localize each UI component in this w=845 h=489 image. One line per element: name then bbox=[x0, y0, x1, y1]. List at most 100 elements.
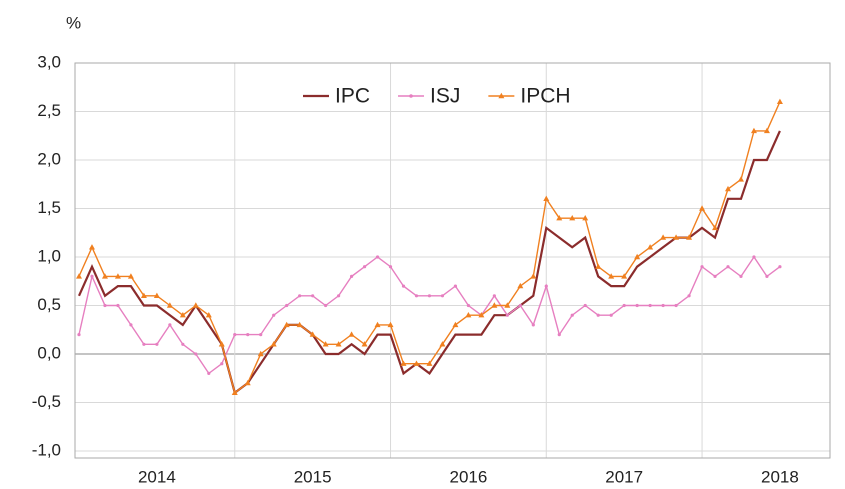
point-marker bbox=[752, 255, 756, 259]
point-marker bbox=[322, 341, 329, 347]
legend: IPC ISJ IPCH bbox=[303, 85, 571, 108]
point-marker bbox=[700, 265, 704, 269]
point-marker bbox=[621, 273, 628, 279]
point-marker bbox=[153, 292, 160, 298]
point-marker bbox=[453, 284, 458, 288]
point-marker bbox=[491, 302, 498, 308]
point-marker bbox=[233, 333, 237, 337]
legend-label: IPC bbox=[335, 85, 370, 108]
y-tick-label: 2,0 bbox=[37, 149, 61, 168]
point-marker bbox=[142, 342, 146, 346]
point-marker bbox=[244, 379, 251, 386]
y-tick-label: -0,5 bbox=[32, 392, 61, 411]
point-marker bbox=[478, 312, 485, 318]
plot-frame bbox=[74, 62, 831, 459]
point-marker bbox=[179, 312, 186, 318]
point-marker bbox=[311, 294, 315, 298]
point-marker bbox=[439, 341, 446, 347]
x-tick-label: 2018 bbox=[761, 467, 799, 486]
point-marker bbox=[763, 127, 770, 134]
y-tick-label: 1,0 bbox=[37, 246, 61, 265]
point-marker bbox=[699, 205, 706, 211]
point-marker bbox=[76, 273, 82, 279]
legend-label: IPCH bbox=[520, 85, 570, 108]
point-marker bbox=[181, 342, 185, 346]
point-marker bbox=[750, 127, 757, 134]
point-marker bbox=[324, 303, 328, 308]
legend-marker bbox=[498, 92, 505, 99]
point-marker bbox=[427, 294, 432, 298]
point-marker bbox=[205, 312, 212, 318]
point-marker bbox=[116, 303, 120, 308]
point-marker bbox=[400, 360, 407, 366]
point-marker bbox=[375, 255, 380, 259]
point-marker bbox=[298, 294, 302, 298]
y-axis-label: % bbox=[66, 13, 81, 32]
x-tick-label: 2015 bbox=[294, 467, 332, 486]
y-tick-label: 0,0 bbox=[37, 343, 61, 362]
x-tick-label: 2016 bbox=[449, 467, 487, 486]
point-marker bbox=[634, 253, 641, 260]
x-tick-label: 2017 bbox=[605, 467, 643, 486]
point-marker bbox=[596, 313, 600, 317]
point-marker bbox=[140, 292, 147, 298]
point-marker bbox=[426, 360, 433, 366]
point-marker bbox=[673, 234, 680, 240]
point-marker bbox=[348, 331, 355, 337]
point-marker bbox=[518, 303, 522, 308]
point-marker bbox=[414, 294, 419, 298]
y-tick-label: 2,5 bbox=[37, 101, 61, 120]
y-tick-label: 0,5 bbox=[37, 295, 61, 314]
point-marker bbox=[349, 274, 354, 278]
point-marker bbox=[492, 294, 496, 298]
point-marker bbox=[622, 303, 626, 308]
point-marker bbox=[557, 333, 561, 337]
point-marker bbox=[374, 321, 381, 328]
point-marker bbox=[570, 313, 574, 317]
point-marker bbox=[504, 302, 511, 308]
point-marker bbox=[440, 294, 445, 298]
point-marker bbox=[129, 323, 133, 327]
x-tick-label: 2014 bbox=[138, 467, 176, 486]
point-marker bbox=[231, 389, 238, 395]
point-marker bbox=[207, 371, 211, 375]
point-marker bbox=[103, 303, 107, 308]
point-marker bbox=[608, 273, 615, 279]
point-marker bbox=[712, 224, 719, 231]
point-marker bbox=[335, 341, 342, 347]
point-marker bbox=[296, 321, 303, 328]
point-marker bbox=[556, 215, 563, 221]
point-marker bbox=[155, 342, 159, 346]
point-marker bbox=[725, 185, 731, 192]
point-marker bbox=[531, 323, 535, 327]
point-marker bbox=[309, 331, 316, 337]
point-marker bbox=[259, 333, 263, 337]
point-marker bbox=[569, 215, 576, 221]
point-marker bbox=[595, 263, 602, 269]
point-marker bbox=[285, 303, 289, 308]
point-marker bbox=[452, 321, 459, 328]
point-marker bbox=[647, 244, 654, 250]
point-marker bbox=[765, 274, 769, 278]
point-marker bbox=[543, 195, 550, 201]
y-tick-label: 1,5 bbox=[37, 198, 61, 217]
legend-marker bbox=[409, 94, 413, 98]
point-marker bbox=[466, 303, 470, 308]
point-marker bbox=[582, 215, 589, 221]
y-tick-label: -1,0 bbox=[32, 440, 61, 459]
point-marker bbox=[713, 274, 717, 278]
point-marker bbox=[505, 313, 509, 317]
point-marker bbox=[726, 265, 730, 269]
point-marker bbox=[114, 273, 121, 279]
point-marker bbox=[257, 350, 264, 357]
point-marker bbox=[166, 302, 173, 308]
point-marker bbox=[194, 352, 198, 356]
point-marker bbox=[686, 234, 693, 240]
point-marker bbox=[776, 98, 783, 104]
point-marker bbox=[413, 360, 420, 366]
point-marker bbox=[361, 341, 368, 347]
point-marker bbox=[609, 313, 613, 317]
